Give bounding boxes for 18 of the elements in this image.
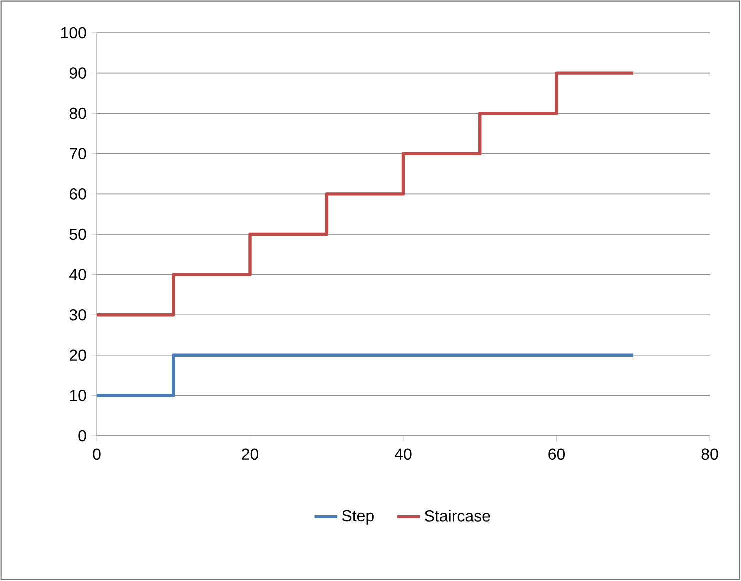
x-tick-label: 60 — [548, 448, 566, 460]
y-tick-label: 100 — [61, 27, 86, 39]
y-tick-label: 40 — [70, 269, 86, 280]
x-tick-label: 0 — [93, 448, 101, 460]
legend-label: Step — [342, 510, 374, 525]
y-tick-label: 80 — [70, 108, 86, 120]
legend-label: Staircase — [425, 510, 490, 522]
y-tick-label: 20 — [70, 350, 86, 362]
x-tick-label: 80 — [702, 448, 718, 460]
y-tick-label: 60 — [70, 188, 86, 200]
y-tick-label: 50 — [70, 228, 86, 240]
y-tick-label: 10 — [70, 390, 86, 402]
y-tick-label: 30 — [70, 309, 86, 321]
y-tick-label: 0 — [78, 430, 86, 442]
x-tick-label: 40 — [394, 448, 412, 460]
y-tick-label: 90 — [70, 68, 86, 79]
y-tick-label: 70 — [70, 148, 86, 160]
x-tick-label: 20 — [242, 448, 259, 460]
